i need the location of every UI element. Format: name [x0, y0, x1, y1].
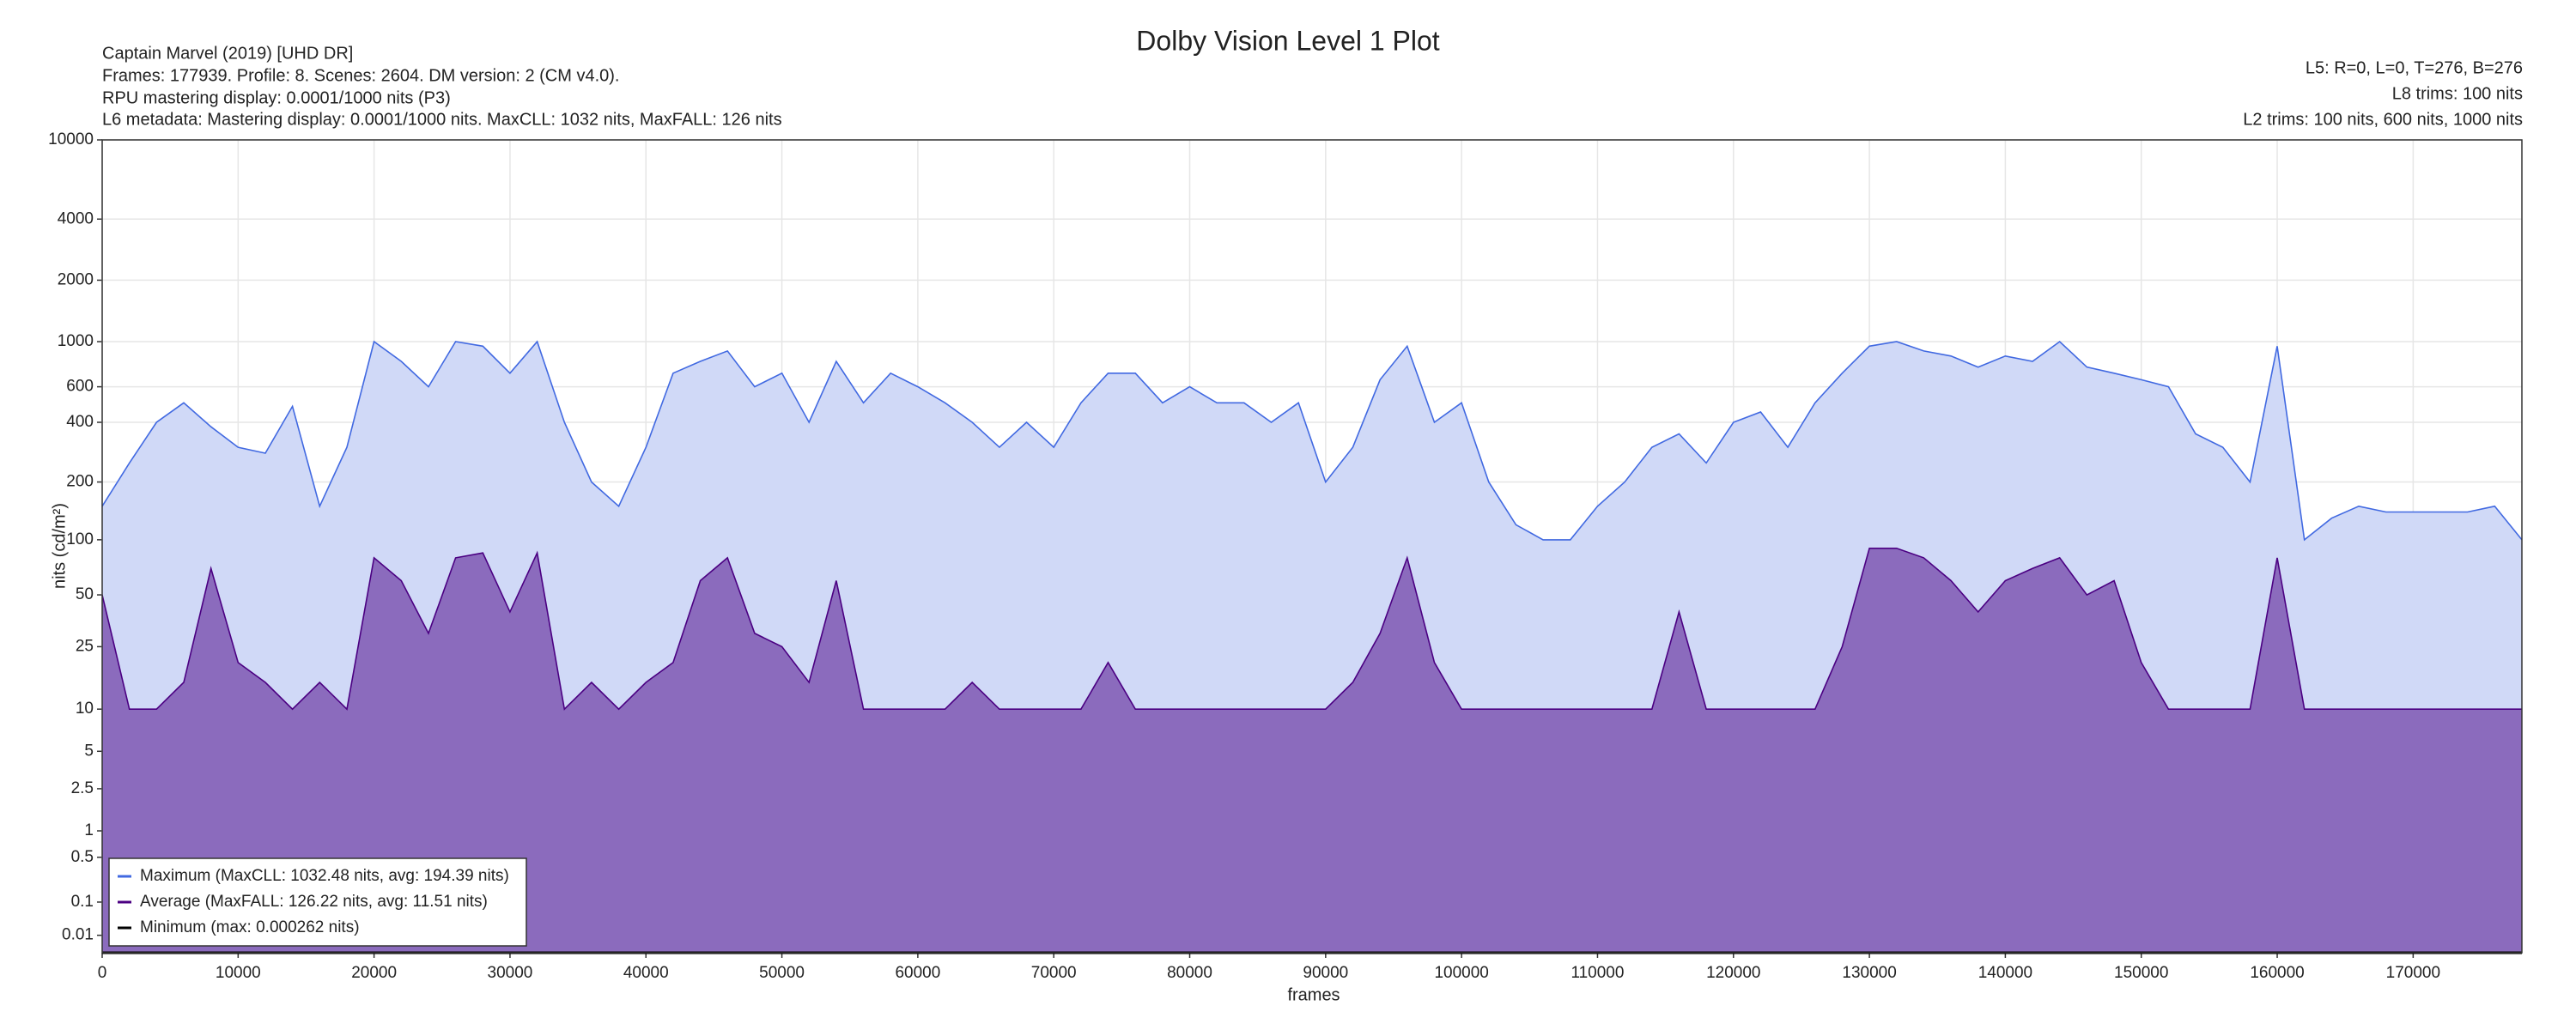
y-axis-label: nits (cd/m²) — [50, 503, 69, 589]
y-tick-label: 50 — [76, 585, 94, 603]
x-tick-label: 80000 — [1167, 964, 1212, 982]
x-tick-label: 10000 — [216, 964, 261, 982]
x-tick-label: 130000 — [1842, 964, 1896, 982]
y-tick-label: 10000 — [48, 130, 94, 148]
info-line: L8 trims: 100 nits — [2392, 84, 2523, 103]
x-tick-label: 110000 — [1571, 964, 1624, 982]
x-tick-label: 30000 — [488, 964, 533, 982]
legend-label: Maximum (MaxCLL: 1032.48 nits, avg: 194.… — [140, 867, 509, 885]
area — [102, 548, 2522, 953]
y-tick-label: 600 — [66, 378, 94, 396]
info-line: L5: R=0, L=0, T=276, B=276 — [2306, 58, 2523, 77]
y-tick-label: 5 — [84, 742, 94, 760]
x-tick-label: 90000 — [1303, 964, 1348, 982]
y-tick-label: 2000 — [58, 270, 94, 288]
info-line: L6 metadata: Mastering display: 0.0001/1… — [102, 110, 782, 129]
y-tick-label: 25 — [76, 637, 94, 655]
legend-label: Minimum (max: 0.000262 nits) — [140, 918, 360, 936]
y-tick-label: 4000 — [58, 209, 94, 227]
info-line: RPU mastering display: 0.0001/1000 nits … — [102, 88, 451, 107]
x-axis-label: frames — [1287, 985, 1340, 1004]
legend-label: Average (MaxFALL: 126.22 nits, avg: 11.5… — [140, 893, 488, 911]
y-tick-label: 200 — [66, 473, 94, 491]
info-line: Captain Marvel (2019) [UHD DR] — [102, 44, 353, 63]
x-tick-label: 170000 — [2386, 964, 2440, 982]
x-tick-label: 20000 — [351, 964, 397, 982]
x-tick-label: 100000 — [1434, 964, 1488, 982]
y-tick-label: 2.5 — [71, 779, 94, 797]
x-tick-label: 60000 — [895, 964, 940, 982]
legend-box — [108, 857, 527, 947]
x-tick-label: 120000 — [1706, 964, 1760, 982]
y-tick-label: 1 — [84, 821, 94, 839]
plot-frame — [101, 139, 2523, 954]
x-tick-label: 70000 — [1031, 964, 1077, 982]
y-tick-label: 0.01 — [62, 926, 94, 944]
y-tick-label: 400 — [66, 413, 94, 431]
x-tick-label: 160000 — [2250, 964, 2304, 982]
x-tick-label: 40000 — [623, 964, 669, 982]
x-tick-label: 50000 — [759, 964, 805, 982]
y-tick-label: 0.5 — [71, 848, 94, 866]
x-tick-label: 150000 — [2114, 964, 2168, 982]
y-tick-label: 10 — [76, 700, 94, 718]
info-line: L2 trims: 100 nits, 600 nits, 1000 nits — [2243, 110, 2523, 129]
y-tick-label: 0.1 — [71, 893, 94, 911]
chart-title: Dolby Vision Level 1 Plot — [1136, 25, 1440, 56]
y-tick-label: 100 — [66, 530, 94, 548]
line — [101, 548, 2522, 711]
y-tick-label: 1000 — [58, 332, 94, 350]
x-tick-label: 140000 — [1978, 964, 2032, 982]
x-tick-label: 0 — [98, 964, 107, 982]
info-line: Frames: 177939. Profile: 8. Scenes: 2604… — [102, 66, 619, 85]
line — [101, 340, 2523, 542]
